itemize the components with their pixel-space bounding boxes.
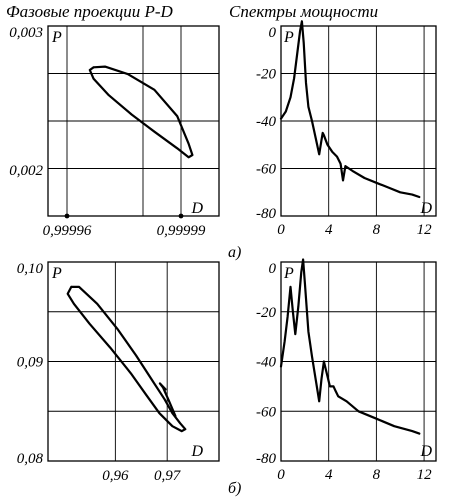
series-curve-2: [158, 382, 177, 418]
heading-phase-projections: Фазовые проекции P-D: [6, 2, 174, 21]
x-axis-label: D: [419, 443, 432, 460]
y-axis-label: P: [283, 29, 294, 46]
x-axis-label: D: [190, 443, 203, 460]
x-tick-label: 8: [373, 467, 381, 483]
x-tick-label: 0,96: [102, 468, 129, 484]
panel-b-phase-projection: 0,10 0,09 0,08 0,96 0,97 P D: [17, 261, 220, 484]
x-tick-label: 0: [277, 467, 285, 483]
x-tick-label: 12: [417, 467, 433, 483]
y-axis-label: P: [283, 265, 294, 282]
caption-a: а): [228, 244, 241, 261]
series-curve-1: [279, 20, 421, 199]
y-tick-label: -20: [256, 305, 276, 321]
y-axis-label: P: [51, 265, 62, 282]
y-tick-label: -20: [256, 67, 276, 83]
x-axis-label: D: [419, 200, 432, 217]
y-tick-label: -80: [256, 451, 276, 467]
x-tick-label: 12: [417, 222, 433, 238]
y-tick-label: -60: [256, 404, 276, 420]
y-tick-label: -60: [256, 162, 276, 178]
y-tick-label: 0,003: [9, 25, 43, 41]
x-tick-marker: [64, 213, 70, 219]
y-tick-label: 0: [269, 25, 277, 41]
x-tick-label: 0,99996: [43, 223, 92, 239]
y-tick-label: 0: [269, 261, 277, 277]
x-tick-label: 0: [277, 222, 285, 238]
plot-frame: [280, 25, 437, 217]
x-tick-label: 4: [325, 467, 333, 483]
y-tick-label: -40: [256, 114, 276, 130]
y-axis-label: P: [51, 29, 62, 46]
plot-frame: [47, 261, 220, 462]
plot-frame: [47, 25, 220, 217]
x-tick-marker: [178, 213, 184, 219]
heading-power-spectra: Спектры мощности: [229, 2, 378, 21]
y-tick-label: 0,08: [17, 451, 44, 467]
x-axis-label: D: [190, 200, 203, 217]
x-tick-label: 0,97: [154, 468, 182, 484]
y-tick-label: 0,002: [9, 163, 43, 179]
caption-b: б): [228, 480, 241, 497]
series-curve-1: [279, 258, 421, 435]
series-curve-1: [66, 285, 187, 433]
x-tick-label: 8: [373, 222, 381, 238]
y-tick-label: -40: [256, 355, 276, 371]
series-curve-1: [88, 65, 194, 159]
y-tick-label: 0,10: [17, 261, 44, 277]
panel-a-phase-projection: 0,003 0,002 0,99996 0,99999 P D: [9, 25, 220, 239]
y-tick-label: -80: [256, 206, 276, 222]
x-tick-label: 0,99999: [157, 223, 206, 239]
y-tick-label: 0,09: [17, 355, 44, 371]
x-tick-label: 4: [325, 222, 333, 238]
